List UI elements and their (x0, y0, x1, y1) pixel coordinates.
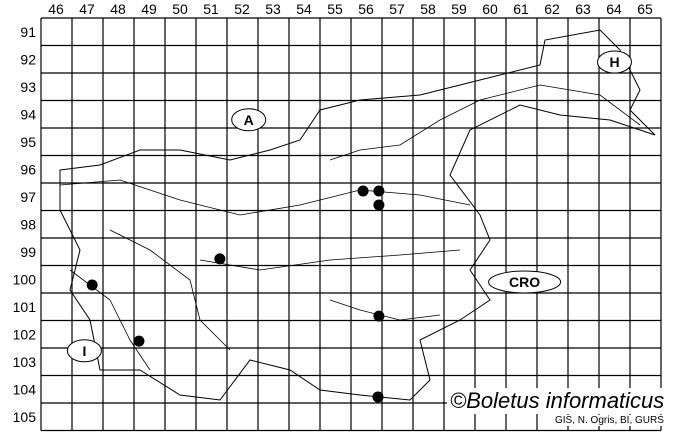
record-dot (133, 335, 145, 347)
row-label: 92 (20, 52, 36, 68)
country-label-oval (231, 108, 267, 132)
record-dot (357, 185, 369, 197)
column-label: 58 (420, 1, 436, 17)
country-label-oval (488, 270, 562, 294)
column-label: 59 (451, 1, 467, 17)
column-label: 56 (358, 1, 374, 17)
column-label: 50 (172, 1, 188, 17)
row-label: 94 (20, 107, 36, 123)
source-attribution: GIS, N. Ogris, BI, GURS (555, 415, 664, 426)
record-dot (373, 199, 385, 211)
row-label: 101 (13, 299, 37, 315)
column-label: 61 (513, 1, 529, 17)
record-dot (373, 310, 385, 322)
column-labels: 46 47 48 49 50 51 52 53 54 55 56 57 58 59 60 61 62 63 64 65 (48, 1, 653, 17)
row-label: 105 (13, 409, 37, 425)
column-label: 49 (141, 1, 157, 17)
column-label: 53 (265, 1, 281, 17)
column-label: 48 (110, 1, 126, 17)
record-dot (86, 279, 98, 291)
country-label: H (609, 54, 619, 70)
row-label: 99 (20, 244, 36, 260)
column-label: 57 (389, 1, 405, 17)
row-label: 96 (20, 162, 36, 178)
row-label: 98 (20, 217, 36, 233)
country-label: A (244, 112, 254, 128)
column-label: 64 (606, 1, 622, 17)
column-label: 54 (296, 1, 312, 17)
record-dot (214, 253, 226, 265)
column-label: 63 (575, 1, 591, 17)
row-label: 104 (13, 382, 37, 398)
row-label: 95 (20, 134, 36, 150)
row-label: 97 (20, 189, 36, 205)
column-label: 60 (482, 1, 498, 17)
column-label: 55 (327, 1, 343, 17)
country-label-oval (597, 50, 632, 74)
country-label: CRO (509, 274, 540, 290)
copyright-credit: ©Boletus informaticus (447, 388, 668, 414)
row-label: 91 (20, 24, 36, 40)
grid-lines (40, 17, 662, 432)
country-label: I (82, 343, 86, 359)
row-labels: 91 92 93 94 95 96 97 98 99 100 101 102 103 104 105 (13, 24, 37, 425)
row-label: 103 (13, 354, 37, 370)
country-label-oval (66, 339, 102, 363)
column-label: 46 (48, 1, 64, 17)
row-label: 102 (13, 327, 37, 343)
column-label: 47 (79, 1, 95, 17)
column-label: 52 (234, 1, 250, 17)
country-border (59, 29, 656, 401)
column-label: 62 (544, 1, 560, 17)
row-label: 93 (20, 79, 36, 95)
record-dot (373, 185, 385, 197)
column-label: 65 (637, 1, 653, 17)
record-dot (372, 391, 384, 403)
rivers (59, 84, 641, 371)
row-label: 100 (13, 272, 37, 288)
column-label: 51 (203, 1, 219, 17)
